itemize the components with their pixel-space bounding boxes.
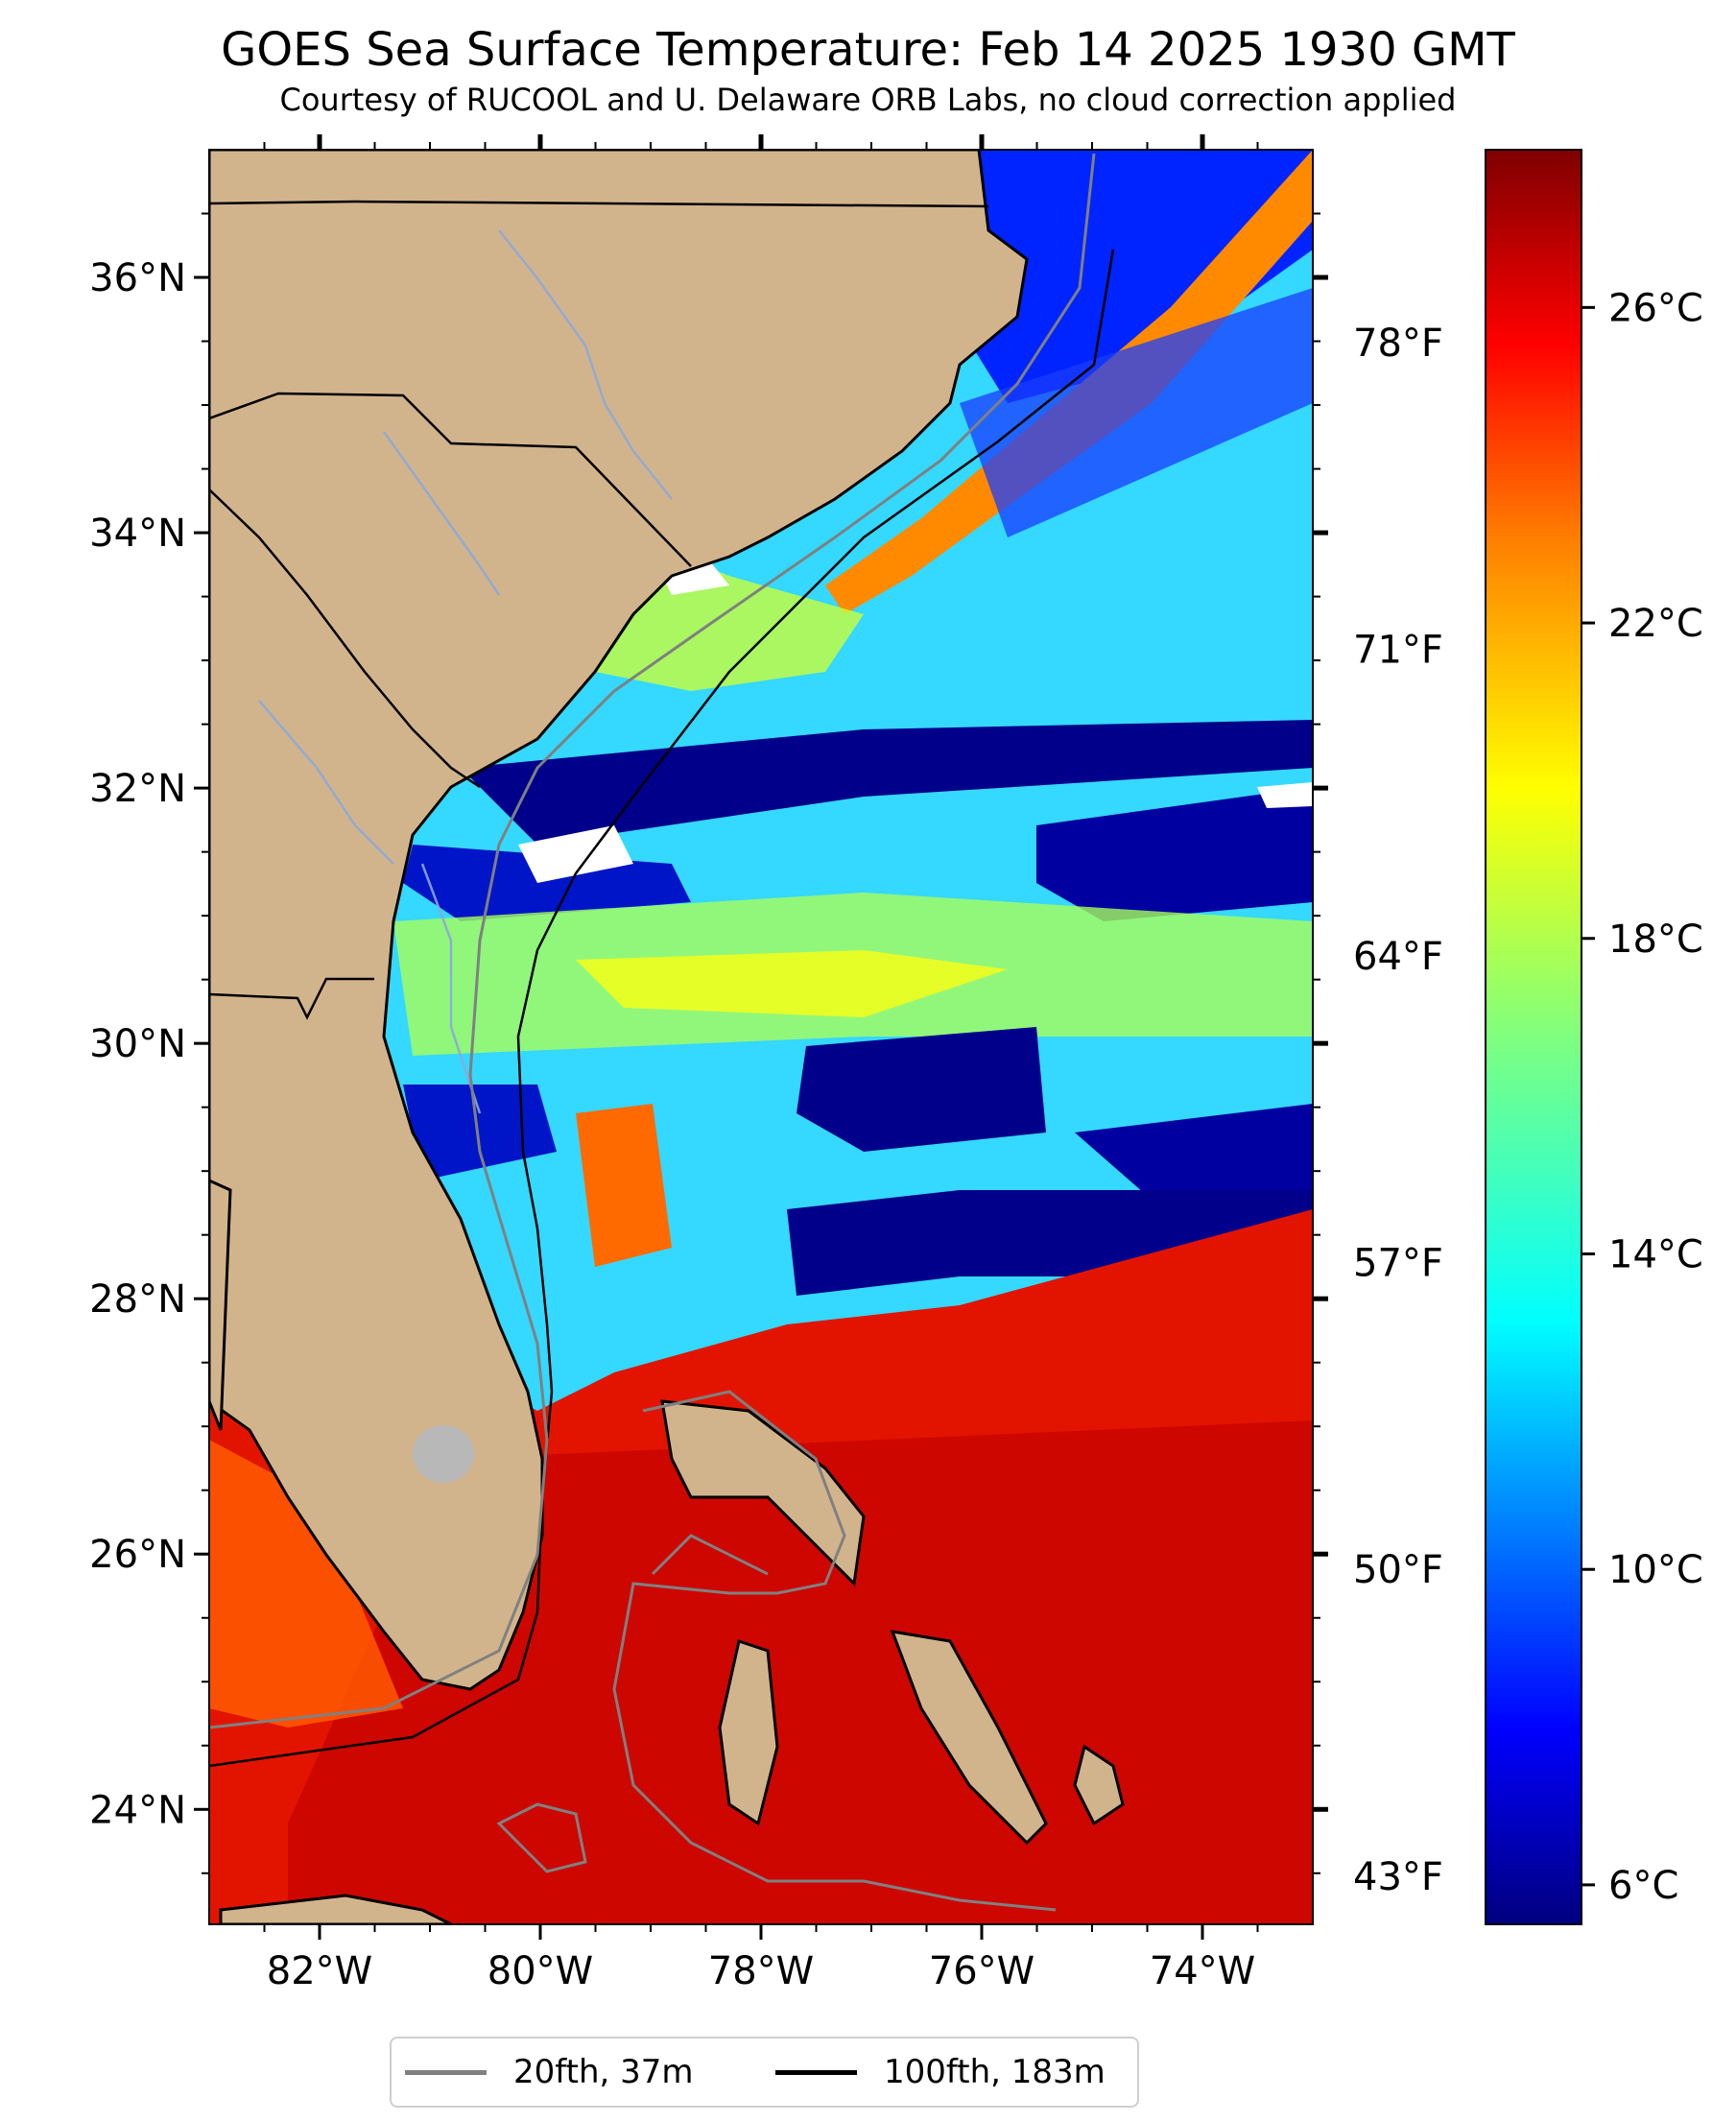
warm-patch-31n bbox=[576, 950, 1008, 1017]
lat-tick-label: 34°N bbox=[89, 512, 186, 556]
colorbar-tick-label: 22°C bbox=[1608, 602, 1703, 646]
rivers bbox=[258, 229, 673, 1114]
isobath-legend: 20fth, 37m 100fth, 183m bbox=[390, 2037, 1139, 2108]
land-cuba bbox=[219, 1894, 452, 1924]
latitude-axis: 36°N 34°N 32°N 30°N 28°N 26°N 24°N bbox=[89, 212, 1328, 1874]
lon-tick-label: 74°W bbox=[1150, 1949, 1255, 1993]
warm-streak-29n bbox=[576, 1104, 672, 1267]
colorbar-axis: 26°C 22°C 18°C 14°C 10°C 6°C bbox=[1581, 286, 1703, 1908]
map-area bbox=[209, 150, 1313, 1924]
fahrenheit-tick-label: 50°F bbox=[1353, 1548, 1443, 1592]
lon-tick-label: 80°W bbox=[488, 1949, 593, 1993]
colorbar-tick-label: 10°C bbox=[1608, 1548, 1703, 1592]
colorbar bbox=[1485, 149, 1582, 1925]
cold-patch-east-29n bbox=[1075, 1104, 1313, 1200]
lat-tick-label: 24°N bbox=[89, 1788, 186, 1832]
legend-swatch-black bbox=[775, 2069, 857, 2075]
chart-title: GOES Sea Surface Temperature: Feb 14 202… bbox=[221, 23, 1515, 77]
gulf-stream-band bbox=[825, 150, 1313, 614]
colorbar-tick-label: 18°C bbox=[1608, 918, 1703, 962]
cold-patch-30n bbox=[797, 1027, 1046, 1152]
fahrenheit-tick-label: 43°F bbox=[1353, 1855, 1443, 1899]
lake-okeechobee bbox=[413, 1425, 474, 1483]
legend-label-100fth: 100fth, 183m bbox=[884, 2053, 1106, 2091]
cloud-mask-32n bbox=[518, 825, 633, 883]
lat-tick-label: 30°N bbox=[89, 1022, 186, 1066]
legend-label-20fth: 20fth, 37m bbox=[513, 2053, 694, 2091]
cold-streaks-offshore bbox=[960, 288, 1313, 537]
isobath-20fth bbox=[209, 153, 1096, 1729]
land-southeast-us bbox=[209, 150, 1029, 1691]
lon-tick-label: 82°W bbox=[267, 1949, 372, 1993]
colorbar-tick-label: 26°C bbox=[1608, 286, 1703, 330]
warmer-core-south bbox=[288, 1420, 1313, 1924]
cold-patch-coastal-30n bbox=[403, 1085, 557, 1180]
cold-band-32n bbox=[461, 720, 1313, 845]
lat-tick-label: 36°N bbox=[89, 256, 186, 300]
longitude-axis: 82°W 80°W 78°W 76°W 74°W bbox=[263, 134, 1259, 1993]
legend-swatch-gray bbox=[405, 2069, 487, 2075]
cloud-mask-coastal bbox=[662, 561, 729, 595]
lat-tick-label: 32°N bbox=[89, 767, 186, 811]
lon-tick-label: 76°W bbox=[929, 1949, 1034, 1993]
lat-tick-label: 26°N bbox=[89, 1533, 186, 1577]
fahrenheit-tick-label: 78°F bbox=[1353, 322, 1443, 366]
fahrenheit-axis: 78°F 71°F 64°F 57°F 50°F 43°F bbox=[1353, 322, 1443, 1899]
fahrenheit-tick-label: 57°F bbox=[1353, 1242, 1443, 1286]
legend-item-20fth: 20fth, 37m bbox=[405, 2039, 694, 2106]
legend-item-100fth: 100fth, 183m bbox=[775, 2039, 1106, 2106]
gulf-warm-west bbox=[209, 1440, 403, 1728]
cloud-mask-east bbox=[1257, 782, 1313, 808]
isobath-100fth bbox=[209, 249, 1115, 1768]
cold-band-east bbox=[1036, 787, 1313, 921]
land-grand-bahama bbox=[660, 1399, 866, 1587]
isobath-20fth-bahamas bbox=[612, 1390, 1057, 1912]
fahrenheit-tick-label: 71°F bbox=[1353, 628, 1443, 672]
colorbar-tick-label: 6°C bbox=[1608, 1864, 1678, 1908]
land-eleuthera bbox=[890, 1630, 1048, 1846]
land-gulf-coast bbox=[209, 1179, 232, 1431]
fahrenheit-tick-label: 64°F bbox=[1353, 935, 1443, 979]
land-andros bbox=[718, 1639, 779, 1826]
lat-tick-label: 28°N bbox=[89, 1277, 186, 1322]
cold-water-ne bbox=[960, 150, 1313, 403]
isobath-20fth-shoal bbox=[496, 1802, 587, 1873]
land-long-island-bahamas bbox=[1073, 1744, 1125, 1826]
chart-subtitle: Courtesy of RUCOOL and U. Delaware ORB L… bbox=[279, 82, 1457, 118]
state-borders bbox=[209, 200, 989, 1020]
colorbar-tick-label: 14°C bbox=[1608, 1232, 1703, 1276]
lon-tick-label: 78°W bbox=[708, 1949, 814, 1993]
